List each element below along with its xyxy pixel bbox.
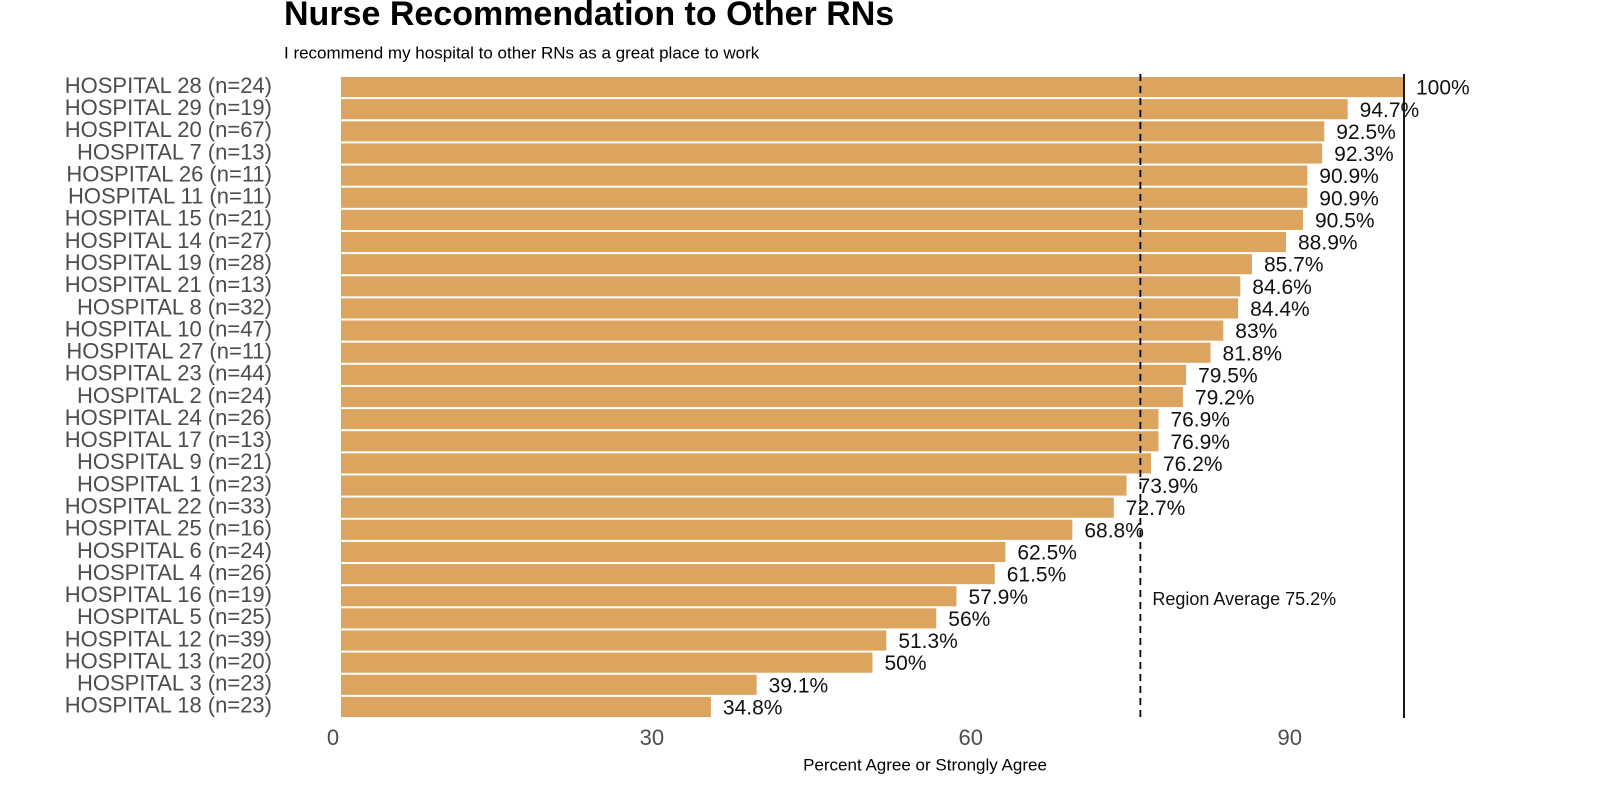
- bar: [341, 254, 1252, 275]
- value-label: 76.9%: [1170, 409, 1230, 432]
- bar: [341, 431, 1159, 452]
- value-label: 81.8%: [1223, 342, 1283, 365]
- category-label: HOSPITAL 17 (n=13): [65, 427, 272, 452]
- bar: [341, 475, 1127, 496]
- value-label: 88.9%: [1298, 232, 1358, 255]
- value-label: 56%: [948, 608, 990, 631]
- x-tick-label: 30: [640, 725, 664, 750]
- value-label: 84.4%: [1250, 298, 1310, 321]
- category-label: HOSPITAL 20 (n=67): [65, 117, 272, 142]
- value-label: 61.5%: [1007, 564, 1067, 587]
- bar: [341, 608, 937, 629]
- value-label: 51.3%: [898, 630, 958, 653]
- bar: [341, 630, 887, 651]
- category-label: HOSPITAL 16 (n=19): [65, 582, 272, 607]
- bar: [341, 541, 1006, 563]
- bar: [341, 187, 1308, 208]
- category-label: HOSPITAL 25 (n=16): [65, 516, 272, 541]
- x-tick-label: 0: [327, 725, 339, 750]
- value-label: 92.3%: [1334, 143, 1394, 166]
- value-label: 79.5%: [1198, 364, 1258, 387]
- value-label: 73.9%: [1139, 475, 1199, 498]
- category-label: HOSPITAL 8 (n=32): [77, 294, 272, 319]
- value-label: 90.9%: [1319, 165, 1379, 188]
- category-label: HOSPITAL 4 (n=26): [77, 560, 272, 585]
- value-label: 90.5%: [1315, 209, 1375, 232]
- category-label: HOSPITAL 2 (n=24): [77, 383, 272, 408]
- bar: [341, 276, 1241, 297]
- bar: [341, 209, 1304, 230]
- x-axis-title: Percent Agree or Strongly Agree: [803, 755, 1047, 774]
- value-label: 84.6%: [1252, 276, 1312, 299]
- bar: [341, 497, 1114, 518]
- bar: [341, 386, 1183, 408]
- value-label: 85.7%: [1264, 254, 1324, 277]
- value-label: 39.1%: [769, 674, 829, 697]
- value-label: 79.2%: [1195, 387, 1255, 410]
- category-label: HOSPITAL 7 (n=13): [77, 139, 272, 164]
- category-label: HOSPITAL 21 (n=13): [65, 272, 272, 297]
- bar: [341, 652, 873, 673]
- bar: [341, 121, 1325, 142]
- chart-title: Nurse Recommendation to Other RNs: [284, 0, 894, 33]
- value-label: 50%: [885, 652, 927, 675]
- reference-label: Region Average 75.2%: [1152, 589, 1336, 609]
- category-label: HOSPITAL 29 (n=19): [65, 95, 272, 120]
- category-label: HOSPITAL 22 (n=33): [65, 494, 272, 519]
- value-label: 72.7%: [1126, 497, 1186, 520]
- value-label: 57.9%: [968, 586, 1028, 609]
- category-label: HOSPITAL 24 (n=26): [65, 405, 272, 430]
- category-label: HOSPITAL 13 (n=20): [65, 648, 272, 673]
- chart-subtitle: I recommend my hospital to other RNs as …: [284, 43, 760, 62]
- bar: [341, 364, 1187, 385]
- category-label: HOSPITAL 1 (n=23): [77, 471, 272, 496]
- bar: [341, 674, 757, 695]
- bar: [341, 298, 1239, 319]
- category-label: HOSPITAL 28 (n=24): [65, 73, 272, 98]
- category-label: HOSPITAL 9 (n=21): [77, 449, 272, 474]
- value-label: 68.8%: [1084, 519, 1144, 542]
- value-label: 90.9%: [1319, 187, 1379, 210]
- value-label: 76.2%: [1163, 453, 1223, 476]
- value-label: 94.7%: [1360, 99, 1420, 122]
- value-label: 62.5%: [1017, 542, 1077, 565]
- x-tick-label: 60: [959, 725, 983, 750]
- category-label: HOSPITAL 15 (n=21): [65, 206, 272, 231]
- value-label: 83%: [1235, 320, 1277, 343]
- category-label: HOSPITAL 12 (n=39): [65, 626, 272, 651]
- category-label: HOSPITAL 10 (n=47): [65, 316, 272, 341]
- bar: [341, 342, 1211, 363]
- bar: [341, 586, 957, 607]
- value-label: 76.9%: [1170, 431, 1230, 454]
- bar: [341, 76, 1404, 98]
- value-label: 100%: [1416, 77, 1470, 100]
- category-label: HOSPITAL 26 (n=11): [66, 161, 272, 186]
- category-label: HOSPITAL 6 (n=24): [77, 538, 272, 563]
- value-label: 34.8%: [723, 696, 783, 719]
- category-label: HOSPITAL 23 (n=44): [65, 361, 272, 386]
- bar: [341, 231, 1287, 253]
- category-label: HOSPITAL 11 (n=11): [68, 184, 272, 209]
- bar: [341, 409, 1159, 430]
- bar: [341, 99, 1348, 120]
- category-label: HOSPITAL 5 (n=25): [77, 604, 272, 629]
- bar: [341, 564, 995, 585]
- category-label: HOSPITAL 14 (n=27): [65, 228, 272, 253]
- bar: [341, 696, 711, 718]
- bar: [341, 453, 1152, 474]
- category-label: HOSPITAL 18 (n=23): [65, 693, 272, 718]
- value-label: 92.5%: [1336, 121, 1396, 144]
- bar: [341, 165, 1308, 186]
- category-label: HOSPITAL 27 (n=11): [66, 339, 272, 364]
- category-label: HOSPITAL 3 (n=23): [77, 671, 272, 696]
- x-tick-label: 90: [1277, 725, 1301, 750]
- bar: [341, 143, 1323, 164]
- bar: [341, 519, 1073, 540]
- bar: [341, 320, 1224, 341]
- category-label: HOSPITAL 19 (n=28): [65, 250, 272, 275]
